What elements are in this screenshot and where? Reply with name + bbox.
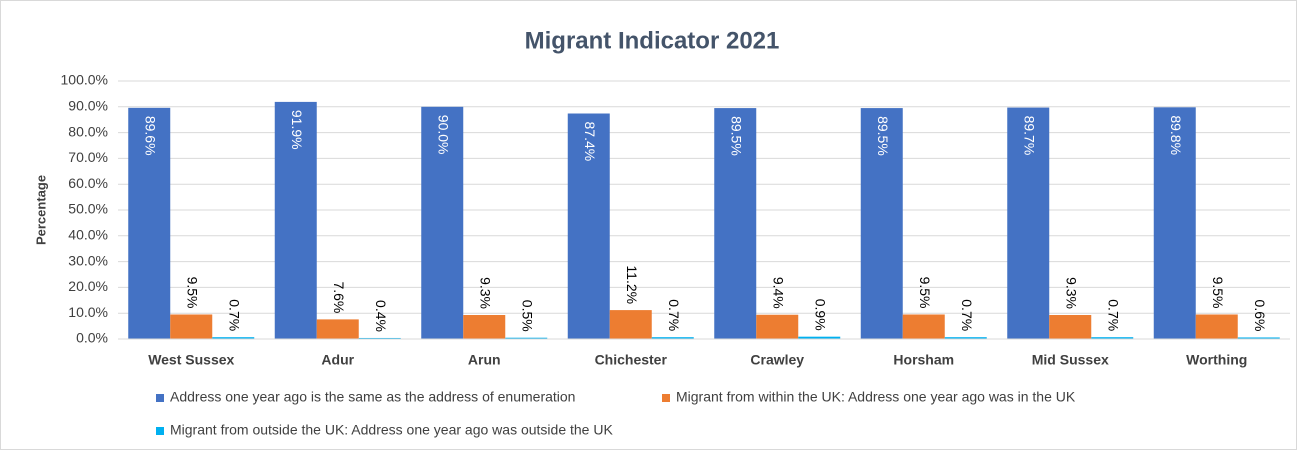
bar bbox=[944, 337, 987, 339]
bar bbox=[902, 314, 945, 339]
y-axis-title: Percentage bbox=[33, 175, 48, 245]
bar bbox=[170, 314, 213, 339]
data-label: 9.3% bbox=[478, 277, 494, 309]
data-label: 89.5% bbox=[875, 116, 891, 156]
legend-swatch bbox=[662, 394, 670, 402]
bar bbox=[212, 337, 255, 339]
data-label: 90.0% bbox=[436, 115, 452, 155]
chart-title: Migrant Indicator 2021 bbox=[525, 27, 780, 54]
x-tick-label: Crawley bbox=[750, 352, 804, 368]
bar bbox=[1049, 315, 1092, 339]
data-label: 89.6% bbox=[143, 116, 159, 156]
data-label: 87.4% bbox=[582, 122, 598, 162]
x-tick-label: Worthing bbox=[1186, 352, 1247, 368]
bar bbox=[421, 106, 464, 339]
bar bbox=[505, 337, 548, 339]
y-tick-label: 40.0% bbox=[68, 227, 108, 243]
data-label: 0.6% bbox=[1252, 300, 1268, 332]
data-label: 9.3% bbox=[1064, 277, 1080, 309]
legend-swatch bbox=[156, 427, 164, 435]
x-tick-label: West Sussex bbox=[148, 352, 234, 368]
bar bbox=[756, 314, 799, 339]
bar bbox=[1091, 337, 1134, 339]
bar bbox=[714, 108, 757, 339]
bar bbox=[651, 337, 694, 339]
data-label: 11.2% bbox=[624, 265, 640, 304]
legend-label: Address one year ago is the same as the … bbox=[170, 389, 575, 405]
bar bbox=[1153, 107, 1196, 339]
x-tick-label: Horsham bbox=[893, 352, 954, 368]
data-label: 9.5% bbox=[1210, 277, 1226, 309]
data-label: 89.7% bbox=[1022, 116, 1038, 156]
data-label: 7.6% bbox=[331, 281, 347, 313]
bar bbox=[1195, 314, 1238, 339]
y-tick-label: 80.0% bbox=[68, 123, 108, 139]
y-tick-label: 0.0% bbox=[76, 330, 108, 346]
data-label: 9.5% bbox=[917, 277, 933, 309]
data-label: 0.9% bbox=[813, 299, 829, 331]
bar bbox=[1007, 107, 1050, 339]
x-tick-label: Chichester bbox=[595, 352, 668, 368]
bar bbox=[128, 107, 171, 339]
data-label: 9.4% bbox=[771, 277, 787, 309]
bar bbox=[358, 337, 401, 339]
y-tick-label: 70.0% bbox=[68, 149, 108, 165]
data-label: 0.7% bbox=[227, 299, 243, 331]
bar bbox=[463, 315, 506, 339]
y-tick-label: 50.0% bbox=[68, 201, 108, 217]
y-tick-label: 100.0% bbox=[61, 72, 108, 88]
bar bbox=[1237, 337, 1280, 339]
bar bbox=[316, 319, 359, 339]
legend-label: Migrant from within the UK: Address one … bbox=[676, 389, 1076, 405]
bar bbox=[860, 108, 903, 339]
data-label: 0.7% bbox=[666, 299, 682, 331]
data-label: 91.9% bbox=[289, 110, 305, 150]
x-tick-label: Mid Sussex bbox=[1032, 352, 1109, 368]
data-label: 9.5% bbox=[185, 277, 201, 309]
data-label: 0.7% bbox=[1106, 299, 1122, 331]
data-label: 0.5% bbox=[520, 300, 536, 332]
data-label: 0.7% bbox=[959, 299, 975, 331]
y-tick-label: 10.0% bbox=[68, 304, 108, 320]
y-tick-label: 20.0% bbox=[68, 278, 108, 294]
data-label: 0.4% bbox=[373, 300, 389, 332]
bar bbox=[609, 310, 652, 339]
y-tick-label: 30.0% bbox=[68, 252, 108, 268]
bar bbox=[798, 336, 841, 339]
legend-label: Migrant from outside the UK: Address one… bbox=[170, 422, 613, 438]
bar bbox=[274, 101, 317, 339]
y-tick-label: 90.0% bbox=[68, 98, 108, 114]
data-label: 89.5% bbox=[729, 116, 745, 156]
bar bbox=[567, 113, 610, 340]
y-tick-label: 60.0% bbox=[68, 175, 108, 191]
legend-swatch bbox=[156, 394, 164, 402]
x-tick-label: Arun bbox=[468, 352, 501, 368]
x-tick-label: Adur bbox=[321, 352, 354, 368]
data-label: 89.8% bbox=[1168, 115, 1184, 155]
